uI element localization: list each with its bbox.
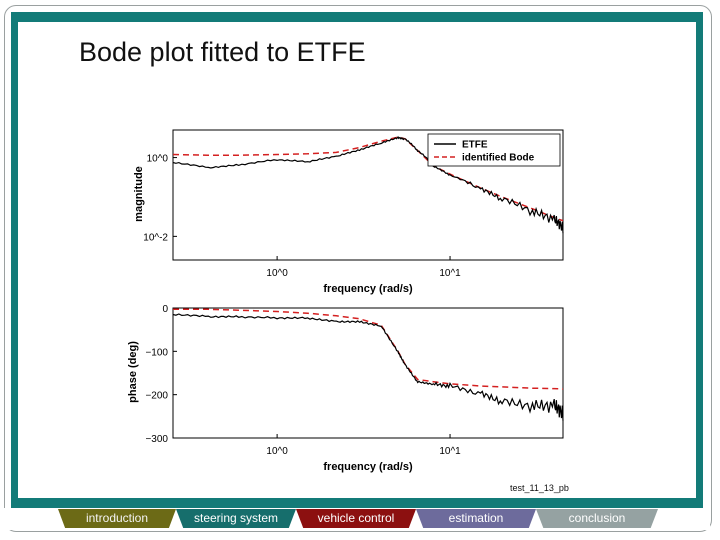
bode-figure: 10^0 10^1 10^0 10^-2 magnitude frequency (r… bbox=[127, 129, 564, 473]
nav-tab-label: introduction bbox=[85, 511, 149, 525]
bode-phase-line bbox=[173, 308, 564, 390]
legend: ETFE identified Bode bbox=[427, 133, 561, 167]
y-tick-label: 10^0 bbox=[147, 154, 169, 165]
y-tick-label: −100 bbox=[145, 347, 168, 358]
magnitude-xlabel: frequency (rad/s) bbox=[323, 283, 413, 295]
nav-tab-label: estimation bbox=[448, 511, 504, 525]
phase-plot: 10^0 10^1 0 −100 −200 −300 phase (deg) freque… bbox=[127, 304, 564, 473]
magnitude-ylabel: magnitude bbox=[133, 166, 145, 222]
nav-tab-conclusion[interactable]: conclusion bbox=[536, 509, 658, 528]
phase-ylabel: phase (deg) bbox=[127, 341, 139, 403]
y-tick-label: 10^-2 bbox=[143, 232, 168, 243]
y-tick-label: −200 bbox=[145, 391, 168, 402]
nav-tab-label: vehicle control bbox=[317, 511, 395, 525]
x-tick-label: 10^0 bbox=[266, 268, 288, 279]
magnitude-plot: 10^0 10^1 10^0 10^-2 magnitude frequency (r… bbox=[133, 129, 564, 295]
nav-tab-label: steering system bbox=[193, 511, 279, 525]
legend-etfe: ETFE bbox=[462, 140, 488, 151]
nav-tab-introduction[interactable]: introduction bbox=[58, 509, 176, 528]
phase-xlabel: frequency (rad/s) bbox=[323, 461, 413, 473]
x-tick-label: 10^0 bbox=[266, 446, 288, 457]
phase-axes bbox=[172, 307, 564, 439]
y-tick-label: −300 bbox=[145, 434, 168, 445]
slide-title: Bode plot fitted to ETFE bbox=[79, 37, 366, 67]
nav-tab-label: conclusion bbox=[568, 511, 626, 525]
figure-caption: test_11_13_pb bbox=[510, 483, 569, 493]
etfe-phase-line bbox=[172, 313, 564, 421]
nav-tab-steering-system[interactable]: steering system bbox=[176, 509, 296, 528]
etfe-magnitude-line bbox=[172, 135, 564, 234]
nav-tab-estimation[interactable]: estimation bbox=[416, 509, 536, 528]
x-tick-label: 10^1 bbox=[439, 446, 461, 457]
y-tick-label: 0 bbox=[162, 304, 168, 315]
legend-bode: identified Bode bbox=[462, 153, 535, 164]
x-tick-label: 10^1 bbox=[439, 268, 461, 279]
nav-tab-vehicle-control[interactable]: vehicle control bbox=[296, 509, 416, 528]
